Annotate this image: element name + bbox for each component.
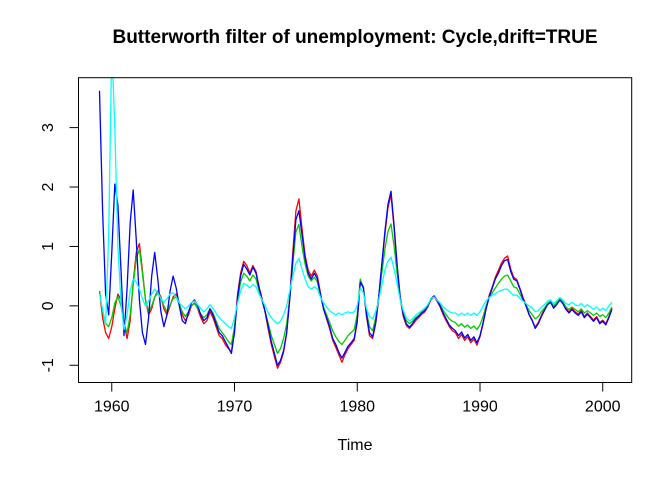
series-group <box>98 77 613 369</box>
y-tick-label: 0 <box>40 301 57 310</box>
y-tick-label: 1 <box>40 242 57 251</box>
series-line-blue <box>98 90 613 366</box>
x-tick-label: 1970 <box>217 399 253 416</box>
y-tick-label: -1 <box>40 358 57 372</box>
x-tick-label: 1960 <box>94 399 130 416</box>
x-tick-label: 1980 <box>339 399 375 416</box>
x-tick-label: 1990 <box>462 399 498 416</box>
y-tick-label: 3 <box>40 123 57 132</box>
y-tick-label: 2 <box>40 182 57 191</box>
series-line-cyan <box>98 77 613 331</box>
chart-title: Butterworth filter of unemployment: Cycl… <box>112 27 598 48</box>
x-axis-title: Time <box>337 437 373 454</box>
x-tick-label: 2000 <box>585 399 621 416</box>
plot-box <box>78 77 633 383</box>
series-line-red <box>98 194 613 369</box>
